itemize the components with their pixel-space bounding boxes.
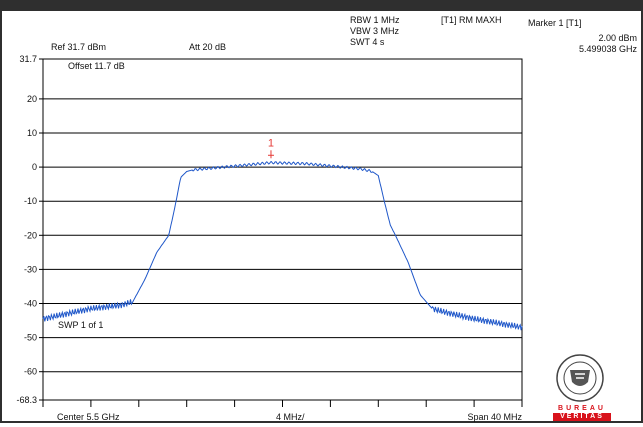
y-tick-label: -30 [24, 264, 37, 274]
marker-frequency: 5.499038 GHz [578, 44, 637, 54]
attenuation-label: Att 20 dB [189, 42, 227, 52]
sweep-count-label: SWP 1 of 1 [58, 320, 104, 330]
plot-border [42, 58, 523, 401]
y-tick-label: -10 [24, 196, 37, 206]
marker-1: 1 [268, 137, 274, 159]
per-division-label: 4 MHz/ [276, 412, 305, 422]
y-tick-label: -40 [24, 298, 37, 308]
offset-label: Offset 11.7 dB [68, 61, 125, 71]
grid [42, 58, 523, 401]
marker-number: 1 [268, 137, 274, 149]
y-tick-label: 31.7 [19, 54, 37, 64]
rbw-label: RBW 1 MHz [350, 15, 400, 25]
trace-mode-label: [T1] RM MAXH [441, 15, 502, 25]
x-axis-ticks [42, 400, 523, 407]
y-tick-label: 20 [27, 94, 37, 104]
marker-title: Marker 1 [T1] [528, 18, 582, 28]
y-tick-label: -20 [24, 230, 37, 240]
logo-word-veritas: VERITAS [553, 413, 611, 421]
y-tick-label: 0 [32, 162, 37, 172]
center-frequency-label: Center 5.5 GHz [57, 412, 120, 422]
y-tick-label: -60 [24, 367, 37, 377]
ref-level-label: Ref 31.7 dBm [51, 42, 107, 52]
y-tick-label: 10 [27, 128, 37, 138]
logo-word-bureau: BUREAU [558, 405, 606, 412]
y-axis-ticks: 31.7 20 10 0 -10 -20 -30 -40 -50 -60 -68.3 [16, 54, 43, 405]
vbw-label: VBW 3 MHz [350, 26, 400, 36]
y-tick-label: -68.3 [16, 395, 37, 405]
trace-line [42, 161, 523, 331]
span-label: Span 40 MHz [467, 412, 522, 422]
y-tick-label: -50 [24, 333, 37, 343]
marker-level: 2.00 dBm [598, 33, 637, 43]
sweep-time-label: SWT 4 s [350, 37, 385, 47]
bureau-veritas-logo: BUREAU VERITAS [549, 350, 641, 422]
logo-seal [556, 354, 604, 402]
